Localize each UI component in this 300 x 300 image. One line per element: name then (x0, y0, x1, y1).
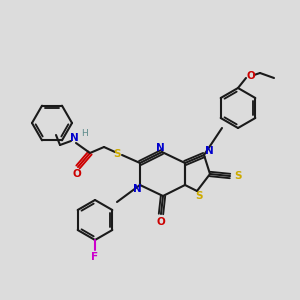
Text: O: O (247, 71, 255, 81)
Text: N: N (205, 146, 213, 156)
Text: N: N (70, 133, 78, 143)
Text: S: S (113, 149, 121, 159)
Text: S: S (234, 171, 242, 181)
Text: F: F (92, 252, 99, 262)
Text: O: O (73, 169, 81, 179)
Text: N: N (156, 143, 164, 153)
Text: N: N (133, 184, 141, 194)
Text: O: O (157, 217, 165, 227)
Text: H: H (81, 130, 87, 139)
Text: S: S (195, 191, 203, 201)
